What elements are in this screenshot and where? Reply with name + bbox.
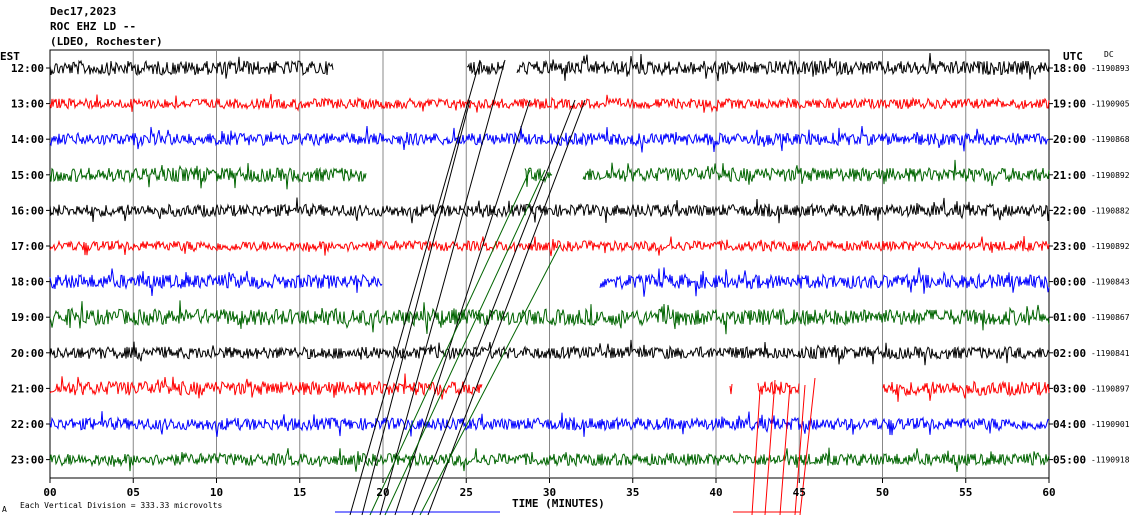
x-tick-label-50: 50 bbox=[876, 486, 889, 499]
event-line-13 bbox=[799, 377, 816, 516]
event-line-9 bbox=[751, 389, 761, 516]
est-label-5: 17:00 bbox=[11, 240, 44, 253]
x-tick-label-55: 55 bbox=[959, 486, 972, 499]
trace-2200 bbox=[49, 411, 1050, 437]
utc-label-11: 05:00 bbox=[1053, 454, 1086, 467]
dc-value-4: -1190882 bbox=[1091, 206, 1130, 215]
utc-label-10: 04:00 bbox=[1053, 418, 1086, 431]
trace-1700 bbox=[49, 236, 1050, 257]
station-code: ROC EHZ LD -- bbox=[50, 20, 137, 33]
trace-1200 bbox=[49, 53, 1050, 82]
x-tick-label-00: 00 bbox=[43, 486, 56, 499]
event-line-1 bbox=[361, 99, 471, 516]
dc-value-3: -1190892 bbox=[1091, 171, 1130, 180]
dc-value-10: -1190901 bbox=[1091, 420, 1130, 429]
trace-1600 bbox=[49, 197, 1050, 224]
traces-group bbox=[49, 53, 1050, 473]
event-lines-group bbox=[335, 59, 816, 516]
est-label-4: 16:00 bbox=[11, 204, 44, 217]
event-line-7 bbox=[384, 169, 546, 516]
x-tick-label-10: 10 bbox=[210, 486, 223, 499]
x-tick-label-45: 45 bbox=[793, 486, 806, 499]
utc-label-5: 23:00 bbox=[1053, 240, 1086, 253]
event-line-12 bbox=[794, 384, 806, 516]
trace-1500 bbox=[49, 159, 1050, 190]
corner-mark: A bbox=[2, 505, 7, 514]
dc-value-2: -1190868 bbox=[1091, 135, 1130, 144]
utc-label-7: 01:00 bbox=[1053, 311, 1086, 324]
event-line-10 bbox=[764, 379, 776, 516]
dc-value-5: -1190892 bbox=[1091, 242, 1130, 251]
est-label-9: 21:00 bbox=[11, 382, 44, 395]
trace-1300 bbox=[49, 93, 1050, 113]
utc-label-8: 02:00 bbox=[1053, 347, 1086, 360]
dc-value-8: -1190841 bbox=[1091, 349, 1130, 358]
utc-label-9: 03:00 bbox=[1053, 382, 1086, 395]
event-line-2 bbox=[379, 59, 506, 516]
est-label-2: 14:00 bbox=[11, 133, 44, 146]
dc-value-0: -1190893 bbox=[1091, 64, 1130, 73]
utc-label-4: 22:00 bbox=[1053, 204, 1086, 217]
utc-label-3: 21:00 bbox=[1053, 169, 1086, 182]
trace-1800 bbox=[49, 267, 1050, 297]
right-axis-label: UTC bbox=[1063, 50, 1083, 63]
station-network: (LDEO, Rochester) bbox=[50, 35, 163, 48]
dc-label: DC bbox=[1104, 50, 1114, 59]
trace-1900 bbox=[49, 300, 1050, 335]
utc-label-0: 18:00 bbox=[1053, 62, 1086, 75]
est-label-0: 12:00 bbox=[11, 62, 44, 75]
event-line-5 bbox=[427, 99, 586, 516]
grid-lines bbox=[49, 50, 1050, 483]
x-tick-label-35: 35 bbox=[626, 486, 639, 499]
est-label-6: 18:00 bbox=[11, 276, 44, 289]
utc-label-2: 20:00 bbox=[1053, 133, 1086, 146]
est-label-11: 23:00 bbox=[11, 454, 44, 467]
x-tick-label-40: 40 bbox=[709, 486, 722, 499]
x-axis-title: TIME (MINUTES) bbox=[512, 497, 605, 510]
labels-group: 00 05 10 15 20 25 30 35 40 45 50 55 60 12:00 18:00 -119… bbox=[11, 62, 1130, 499]
trace-2100 bbox=[49, 373, 1050, 402]
event-line-11 bbox=[779, 384, 791, 516]
dc-value-6: -1190843 bbox=[1091, 278, 1130, 287]
left-axis-label: EST bbox=[0, 50, 20, 63]
event-line-4 bbox=[411, 99, 576, 516]
event-line-3 bbox=[394, 99, 531, 516]
dc-value-1: -1190905 bbox=[1091, 100, 1130, 109]
scale-note: Each Vertical Division = 333.33 microvol… bbox=[20, 501, 222, 510]
event-line-6 bbox=[369, 169, 531, 516]
est-label-7: 19:00 bbox=[11, 311, 44, 324]
utc-label-6: 00:00 bbox=[1053, 276, 1086, 289]
trace-2000 bbox=[49, 339, 1050, 366]
dc-value-7: -1190867 bbox=[1091, 313, 1130, 322]
est-label-10: 22:00 bbox=[11, 418, 44, 431]
trace-1400 bbox=[49, 126, 1050, 153]
x-tick-label-30: 30 bbox=[543, 486, 556, 499]
chart-date: Dec17,2023 bbox=[50, 5, 117, 18]
dc-value-9: -1190897 bbox=[1091, 384, 1130, 393]
est-label-3: 15:00 bbox=[11, 169, 44, 182]
x-tick-label-20: 20 bbox=[376, 486, 389, 499]
utc-label-1: 19:00 bbox=[1053, 98, 1086, 111]
trace-2300 bbox=[49, 447, 1050, 473]
est-label-8: 20:00 bbox=[11, 347, 44, 360]
x-tick-label-60: 60 bbox=[1042, 486, 1055, 499]
dc-value-11: -1190918 bbox=[1091, 456, 1130, 465]
est-label-1: 13:00 bbox=[11, 98, 44, 111]
event-line-8 bbox=[419, 244, 561, 516]
x-tick-label-15: 15 bbox=[293, 486, 306, 499]
x-tick-label-25: 25 bbox=[460, 486, 473, 499]
event-line-0 bbox=[349, 59, 481, 516]
x-tick-label-05: 05 bbox=[127, 486, 140, 499]
